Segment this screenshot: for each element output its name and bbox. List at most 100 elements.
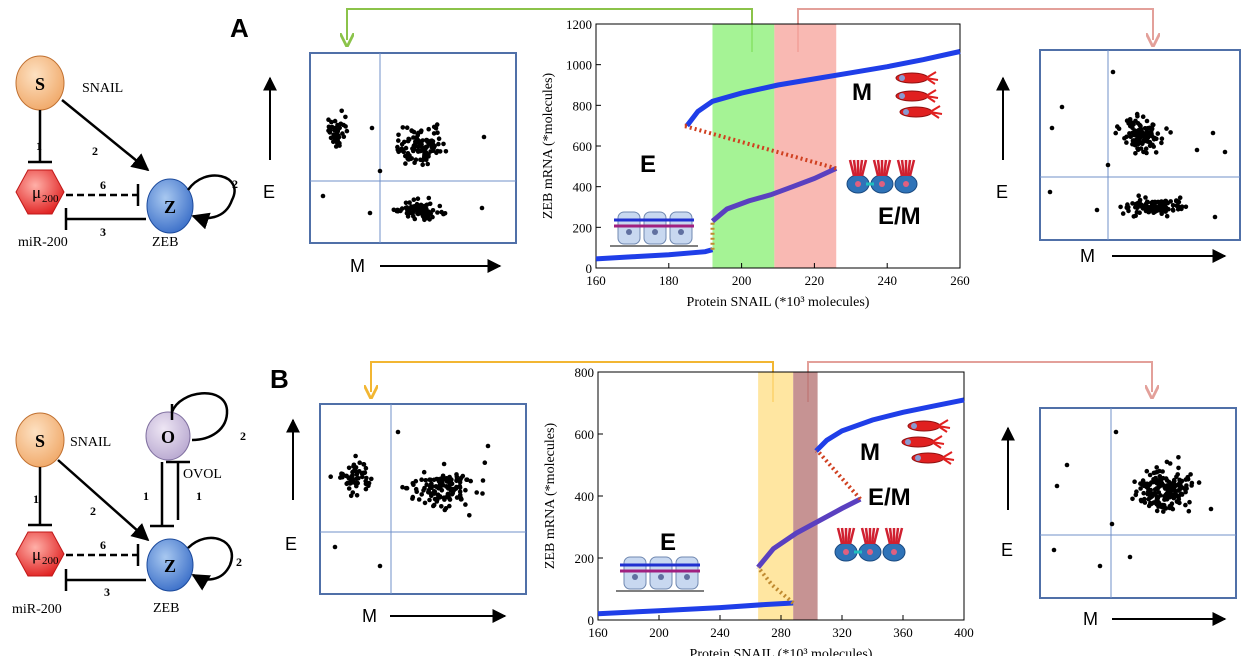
scatter-point — [1133, 213, 1138, 218]
scatter-point — [1177, 195, 1183, 200]
scatter-point — [415, 137, 421, 143]
scatter-point — [405, 151, 411, 156]
scatter-point — [468, 478, 474, 484]
state-label-e: E — [640, 151, 656, 178]
scatter-point — [350, 473, 355, 478]
red-band — [774, 24, 837, 268]
scatter-point — [415, 211, 421, 217]
scatter-point — [1167, 489, 1172, 494]
network-a: S SNAIL 1 2 μ 200 miR-200 Z ZEB 2 6 3 — [15, 55, 238, 250]
edge-label-z-self: 2 — [232, 177, 238, 191]
scatter-ylabel: E — [996, 182, 1008, 202]
scatter-point — [430, 214, 435, 220]
scatter-point — [415, 196, 421, 201]
stable-branch-low — [597, 600, 794, 617]
zeb-self-loop — [187, 536, 234, 591]
scatter-point — [1155, 495, 1161, 501]
scatter-point — [377, 168, 383, 174]
y-tick-label: 600 — [573, 139, 593, 154]
mir200-node-mu: μ — [32, 183, 41, 202]
scatter-point — [391, 207, 397, 213]
scatter-point — [411, 148, 416, 154]
scatter-point — [428, 211, 434, 216]
scatter-point — [1196, 480, 1202, 485]
scatter-point — [1143, 195, 1148, 200]
scatter-point — [415, 204, 420, 210]
scatter-point — [419, 128, 424, 133]
scatter-point — [422, 150, 428, 156]
y-axis-label: ZEB mRNA (*molecules) — [541, 73, 556, 220]
ovol-node-letter: O — [161, 427, 175, 447]
scatter-point — [1140, 131, 1145, 136]
scatter-point — [1145, 125, 1151, 131]
scatter-point — [1145, 134, 1151, 140]
scatter-point — [1163, 209, 1168, 214]
scatter-point — [1153, 487, 1158, 493]
scatter-point — [1163, 506, 1169, 511]
scatter-point — [332, 118, 338, 124]
state-label-em: E/M — [868, 484, 911, 511]
scatter-frame — [1039, 407, 1237, 599]
scatter-point — [1147, 143, 1153, 149]
scatter-point — [327, 130, 333, 135]
scatter-point — [463, 502, 468, 507]
x-tick-label: 360 — [893, 625, 913, 640]
scatter-point — [1049, 125, 1055, 131]
scatter-point — [1187, 499, 1192, 505]
scatter-point — [485, 443, 491, 449]
scatter-point — [447, 497, 453, 502]
scatter-point — [395, 207, 400, 213]
scatter-point — [1183, 204, 1189, 210]
scatter-point — [1210, 130, 1216, 136]
scatter-point — [427, 201, 433, 207]
scatter-point — [360, 474, 365, 480]
scatter-point — [403, 205, 409, 211]
scatter-point — [1178, 479, 1184, 485]
scatter-point — [436, 136, 442, 141]
x-tick-label: 240 — [710, 625, 730, 640]
bifurcation-chart-b: 160 200 240 280 320 360 400 0 200 400 600 800 Protei… — [543, 365, 974, 656]
scatter-point — [441, 495, 447, 501]
scatter-point — [422, 500, 428, 506]
scatter-point — [1133, 492, 1139, 498]
scatter-point — [1152, 209, 1158, 214]
scatter-point — [1149, 491, 1154, 497]
scatter-point — [326, 117, 331, 122]
scatter-point — [1113, 429, 1119, 435]
scatter-point — [344, 473, 350, 479]
scatter-point — [1155, 131, 1161, 136]
scatter-point — [410, 496, 415, 501]
mir200-node-mu: μ — [32, 545, 41, 564]
scatter-point — [482, 460, 488, 466]
scatter-point — [347, 481, 353, 486]
scatter-point — [1176, 465, 1181, 471]
y-tick-label: 0 — [588, 613, 595, 628]
scatter-point — [344, 128, 350, 134]
scatter-point — [357, 460, 363, 466]
scatter-point — [403, 200, 409, 206]
scatter-point — [406, 157, 411, 162]
brown-band — [793, 372, 818, 620]
scatter-point — [1144, 468, 1150, 474]
scatter-point — [1154, 465, 1159, 470]
scatter-point — [1145, 489, 1151, 494]
scatter-point — [424, 212, 429, 217]
scatter-point — [420, 162, 426, 168]
x-axis-label: Protein SNAIL (*10³ molecules) — [687, 295, 870, 310]
snail-node-letter: S — [35, 74, 45, 94]
mir200-node — [15, 169, 65, 215]
scatter-point — [1064, 462, 1070, 468]
scatter-point — [435, 210, 440, 215]
unstable-branch-2 — [815, 449, 862, 501]
y-tick-label: 200 — [575, 551, 595, 566]
scatter-point — [419, 492, 425, 497]
scatter-point — [441, 141, 446, 147]
scatter-point — [354, 493, 360, 498]
scatter-point — [427, 497, 432, 503]
scatter-point — [363, 465, 369, 471]
scatter-point — [353, 465, 359, 470]
scatter-point — [1163, 198, 1168, 204]
scatter-point — [449, 491, 455, 497]
scatter-point — [439, 209, 444, 215]
scatter-point — [454, 484, 459, 490]
